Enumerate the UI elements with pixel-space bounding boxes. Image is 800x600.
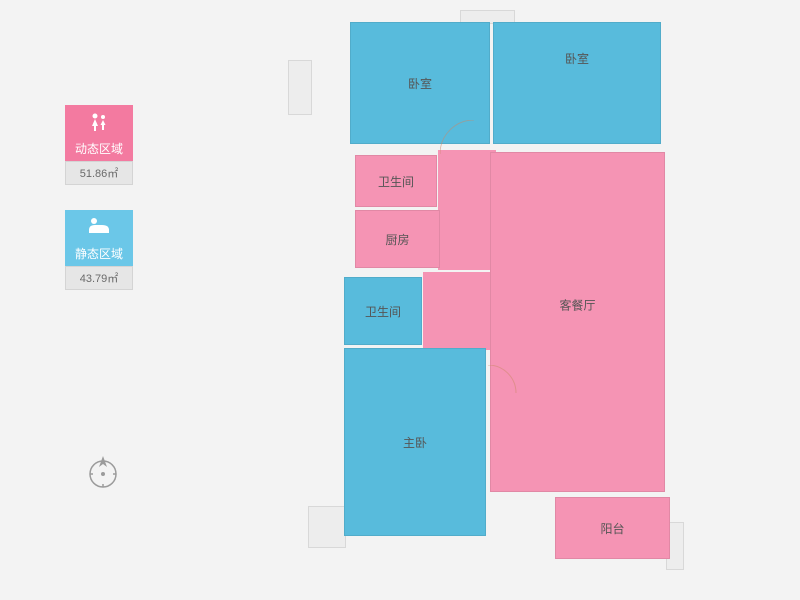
room-living-ext1: [438, 150, 496, 270]
floorplan: 客餐厅 卧室 卧室 卫生间 厨房 卫生间 主卧 阳台: [310, 22, 700, 582]
people-icon: [87, 111, 111, 135]
rest-icon: [86, 216, 112, 236]
room-label: 阳台: [600, 520, 624, 537]
legend-dynamic-value: 51.86㎡: [65, 161, 133, 185]
room-living-ext2: [423, 272, 493, 350]
room-label: 主卧: [403, 434, 427, 451]
room-label: 卫生间: [365, 303, 401, 320]
room-bathroom-upper: 卫生间: [355, 155, 437, 207]
legend-static-value: 43.79㎡: [65, 266, 133, 290]
room-living-dining: 客餐厅: [490, 152, 665, 492]
room-bedroom-top-right: 卧室: [493, 22, 661, 144]
room-label: 客餐厅: [559, 297, 595, 314]
legend-panel: 动态区域 51.86㎡ 静态区域 43.79㎡: [65, 105, 133, 315]
room-kitchen: 厨房: [355, 210, 440, 268]
room-label: 卫生间: [378, 173, 414, 190]
room-label: 卧室: [565, 50, 589, 67]
legend-dynamic: 动态区域 51.86㎡: [65, 105, 133, 185]
legend-static: 静态区域 43.79㎡: [65, 210, 133, 290]
legend-static-label: 静态区域: [75, 245, 123, 262]
legend-static-icon: 静态区域: [65, 210, 133, 266]
compass-icon: [82, 450, 124, 497]
room-bathroom-lower: 卫生间: [344, 277, 422, 345]
room-label: 卧室: [408, 75, 432, 92]
room-master-bedroom: 主卧: [344, 348, 486, 536]
legend-dynamic-label: 动态区域: [75, 140, 123, 157]
exterior-bump: [288, 60, 312, 115]
room-label: 厨房: [385, 231, 409, 248]
legend-dynamic-icon: 动态区域: [65, 105, 133, 161]
room-balcony: 阳台: [555, 497, 670, 559]
exterior-bump: [308, 506, 346, 548]
room-bedroom-top-left: 卧室: [350, 22, 490, 144]
